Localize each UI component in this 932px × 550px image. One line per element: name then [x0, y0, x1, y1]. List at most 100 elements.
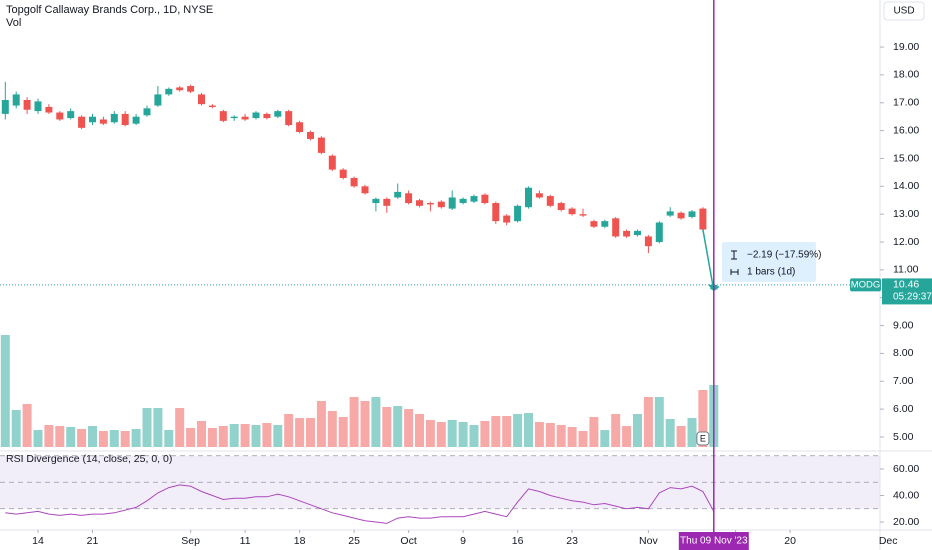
y-tick-label: 6.00 — [893, 403, 914, 415]
volume-bar — [186, 428, 196, 447]
candle-body — [285, 111, 293, 126]
candle-body — [208, 105, 216, 107]
y-tick-label: 12.00 — [893, 236, 919, 248]
volume-bar — [447, 420, 457, 447]
volume-bar — [469, 425, 479, 447]
candle-body — [470, 196, 478, 202]
candle-body — [307, 132, 314, 139]
price-badge-label: 10.46 — [893, 279, 919, 291]
candle-body — [688, 211, 696, 217]
candle-body — [296, 122, 304, 133]
rsi-tick-label: 40.00 — [893, 489, 919, 501]
volume-bar — [556, 425, 566, 447]
volume-bar — [371, 397, 381, 447]
candle-body — [655, 222, 663, 243]
volume-bar — [316, 401, 326, 447]
volume-bar — [643, 397, 653, 447]
candle-body — [317, 137, 325, 153]
volume-bar — [415, 414, 424, 447]
x-tick-label: 25 — [348, 535, 360, 547]
candle-body — [677, 212, 685, 219]
candle-body — [132, 116, 140, 124]
y-tick-label: 17.00 — [893, 97, 919, 109]
volume-bar — [306, 418, 315, 447]
volume-label: Vol — [6, 17, 21, 29]
rsi-tick-label: 20.00 — [893, 516, 919, 528]
candle-body — [274, 111, 282, 117]
candle-body — [110, 113, 118, 123]
candle-body — [23, 99, 31, 110]
x-tick-label: 14 — [32, 535, 44, 547]
volume-bar — [578, 431, 588, 447]
x-tick-label: 18 — [294, 535, 306, 547]
candle-body — [187, 86, 195, 92]
candle-body — [634, 230, 641, 236]
volume-bar — [11, 410, 21, 447]
volume-bar — [338, 417, 348, 447]
candle-body — [492, 203, 500, 222]
y-tick-label: 15.00 — [893, 152, 919, 164]
candle-body — [557, 203, 565, 210]
volume-bar — [0, 335, 10, 447]
earnings-marker[interactable] — [696, 431, 710, 446]
currency-box[interactable] — [883, 1, 925, 21]
volume-bar — [622, 426, 632, 447]
volume-bar — [458, 422, 468, 447]
candle-body — [579, 214, 587, 216]
countdown: 05:29:37 — [893, 292, 932, 303]
candle-body — [394, 191, 402, 198]
plot-area — [0, 81, 880, 524]
candle-body — [666, 211, 674, 216]
x-tick-label: 16 — [512, 535, 524, 547]
volume-bar — [44, 425, 54, 447]
candle-body — [426, 203, 434, 205]
measure-bars: 1 bars (1d) — [747, 267, 795, 278]
candle-body — [350, 177, 358, 187]
y-tick-label: 8.00 — [893, 347, 914, 359]
volume-bar — [327, 411, 337, 447]
candle-body — [437, 201, 445, 208]
symbol-label: MODG — [851, 279, 881, 290]
candle-body — [416, 200, 423, 206]
candle-body — [459, 198, 467, 204]
volume-bar — [360, 401, 370, 447]
y-tick-label: 19.00 — [893, 41, 919, 53]
candle-body — [623, 230, 631, 237]
volume-bar — [284, 414, 294, 447]
volume-bar — [229, 424, 239, 447]
volume-bar — [480, 421, 490, 447]
candle-body — [328, 155, 336, 170]
candle-body — [546, 196, 554, 206]
candle-body — [405, 193, 413, 204]
candle-body — [252, 112, 260, 119]
volume-bar — [98, 431, 108, 447]
volume-bar — [295, 418, 305, 447]
chart-title: Topgolf Callaway Brands Corp., 1D, NYSE — [6, 4, 213, 16]
candle-body — [198, 94, 205, 105]
volume-bar — [600, 430, 610, 447]
candle-body — [121, 113, 129, 126]
y-tick-label: 18.00 — [893, 69, 919, 81]
y-tick-label: 7.00 — [893, 375, 914, 387]
x-tick-label: Sep — [181, 535, 200, 547]
candle-body — [45, 106, 53, 113]
candle-body — [525, 187, 532, 208]
volume-bar — [88, 426, 97, 447]
volume-bar — [262, 423, 272, 447]
candle-body — [601, 221, 609, 227]
candle-body — [219, 111, 227, 121]
candle-body — [165, 88, 173, 95]
x-tick-label: 23 — [566, 535, 578, 547]
volume-bar — [404, 409, 414, 447]
candle-body — [67, 111, 75, 119]
volume-bar — [120, 431, 130, 447]
volume-bar — [22, 404, 32, 447]
measure-box — [722, 242, 816, 282]
volume-bar — [567, 427, 577, 447]
price-badge — [882, 278, 932, 305]
volume-bar — [77, 429, 87, 447]
candle-body — [12, 94, 20, 106]
currency[interactable]: USD — [893, 6, 914, 17]
candle-body — [503, 215, 511, 223]
